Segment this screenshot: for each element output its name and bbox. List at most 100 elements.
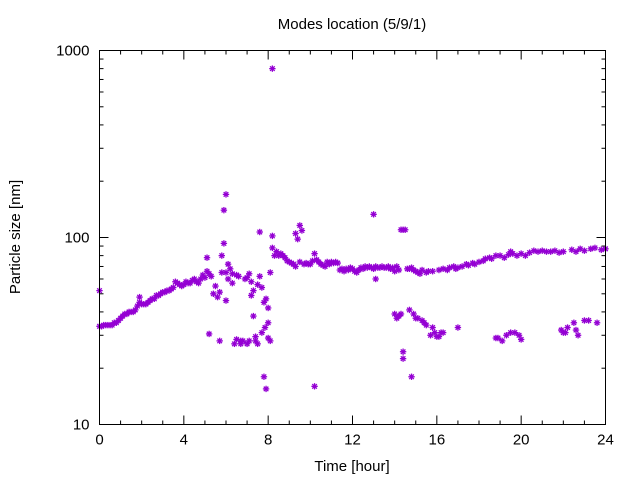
data-point: [311, 250, 318, 257]
data-point: [214, 293, 221, 301]
data-point: [501, 254, 508, 261]
data-points: [96, 65, 609, 393]
data-point: [395, 266, 403, 274]
x-tick-label: 24: [597, 432, 614, 449]
y-tick-label: 100: [64, 230, 89, 247]
data-point: [262, 385, 270, 393]
data-point: [591, 244, 599, 252]
data-point: [222, 191, 230, 198]
y-tick-label: 1000: [56, 43, 89, 60]
data-point: [203, 254, 211, 261]
data-point: [248, 292, 255, 299]
data-point: [222, 297, 230, 304]
data-point: [397, 310, 405, 318]
data-point: [229, 279, 236, 287]
data-point: [254, 340, 261, 348]
data-point: [399, 355, 407, 362]
data-point: [245, 270, 253, 277]
data-point: [220, 240, 228, 247]
data-point: [570, 319, 578, 326]
data-point: [205, 330, 213, 338]
y-axis-label: Particle size [nm]: [7, 180, 24, 294]
data-point: [402, 226, 409, 233]
data-point: [256, 228, 263, 236]
data-point: [267, 269, 274, 276]
data-point: [488, 255, 495, 262]
data-point: [201, 274, 209, 281]
data-point: [245, 337, 253, 345]
x-axis-label: Time [hour]: [314, 458, 389, 475]
chart-title: Modes location (5/9/1): [278, 16, 426, 33]
data-point: [427, 332, 434, 339]
data-point: [503, 332, 510, 339]
x-tick-label: 8: [264, 432, 272, 449]
data-point: [581, 247, 588, 254]
x-tick-label: 20: [513, 432, 530, 449]
plot-frame: [99, 50, 606, 425]
data-point: [235, 273, 242, 280]
data-point: [269, 244, 276, 252]
data-point: [298, 227, 306, 234]
data-point: [370, 211, 377, 218]
data-point: [572, 248, 580, 255]
data-point: [227, 265, 234, 273]
data-point: [220, 206, 228, 214]
data-point: [522, 252, 529, 259]
x-tick-label: 12: [344, 432, 361, 449]
x-tick-label: 0: [95, 432, 103, 449]
data-point: [216, 288, 223, 296]
data-point: [416, 270, 424, 277]
data-point: [248, 278, 255, 285]
y-tick-label: 10: [73, 417, 90, 434]
data-point: [517, 336, 525, 343]
data-point: [439, 329, 447, 336]
data-point: [269, 232, 276, 240]
data-point: [151, 295, 158, 303]
data-point: [543, 248, 550, 255]
data-point: [494, 334, 502, 342]
data-point: [429, 324, 436, 331]
x-tick-label: 16: [428, 432, 445, 449]
data-point: [256, 273, 263, 280]
data-point: [408, 373, 415, 380]
data-point: [269, 65, 276, 72]
data-point: [423, 321, 430, 329]
data-point: [216, 337, 223, 345]
data-point: [454, 324, 462, 331]
data-point: [212, 282, 219, 290]
data-point: [267, 337, 274, 345]
data-point: [224, 275, 232, 283]
data-point: [258, 329, 266, 336]
data-point: [555, 249, 563, 256]
data-point: [372, 275, 379, 283]
data-point: [296, 222, 303, 229]
data-point: [564, 324, 571, 331]
data-point: [414, 315, 422, 322]
data-point: [264, 319, 272, 326]
data-point: [264, 304, 272, 312]
data-point: [254, 281, 261, 288]
data-point: [581, 317, 588, 324]
data-point: [429, 268, 436, 275]
data-point: [593, 319, 601, 326]
data-point: [585, 317, 592, 324]
data-point: [509, 250, 516, 257]
data-point: [562, 329, 569, 336]
data-point: [250, 312, 257, 320]
data-point: [292, 263, 299, 270]
data-point: [260, 373, 268, 380]
tick-labels: 0 4 8 12 16 20 24 10 100 1000: [56, 43, 614, 449]
data-point: [292, 230, 299, 237]
data-point: [482, 255, 489, 262]
data-point: [498, 337, 506, 345]
data-point: [399, 348, 407, 355]
data-point: [258, 284, 266, 291]
data-point: [406, 306, 413, 314]
data-point: [136, 293, 143, 301]
x-tick-label: 4: [180, 432, 188, 449]
data-point: [475, 258, 483, 266]
data-point: [511, 329, 519, 336]
data-point: [262, 295, 270, 303]
